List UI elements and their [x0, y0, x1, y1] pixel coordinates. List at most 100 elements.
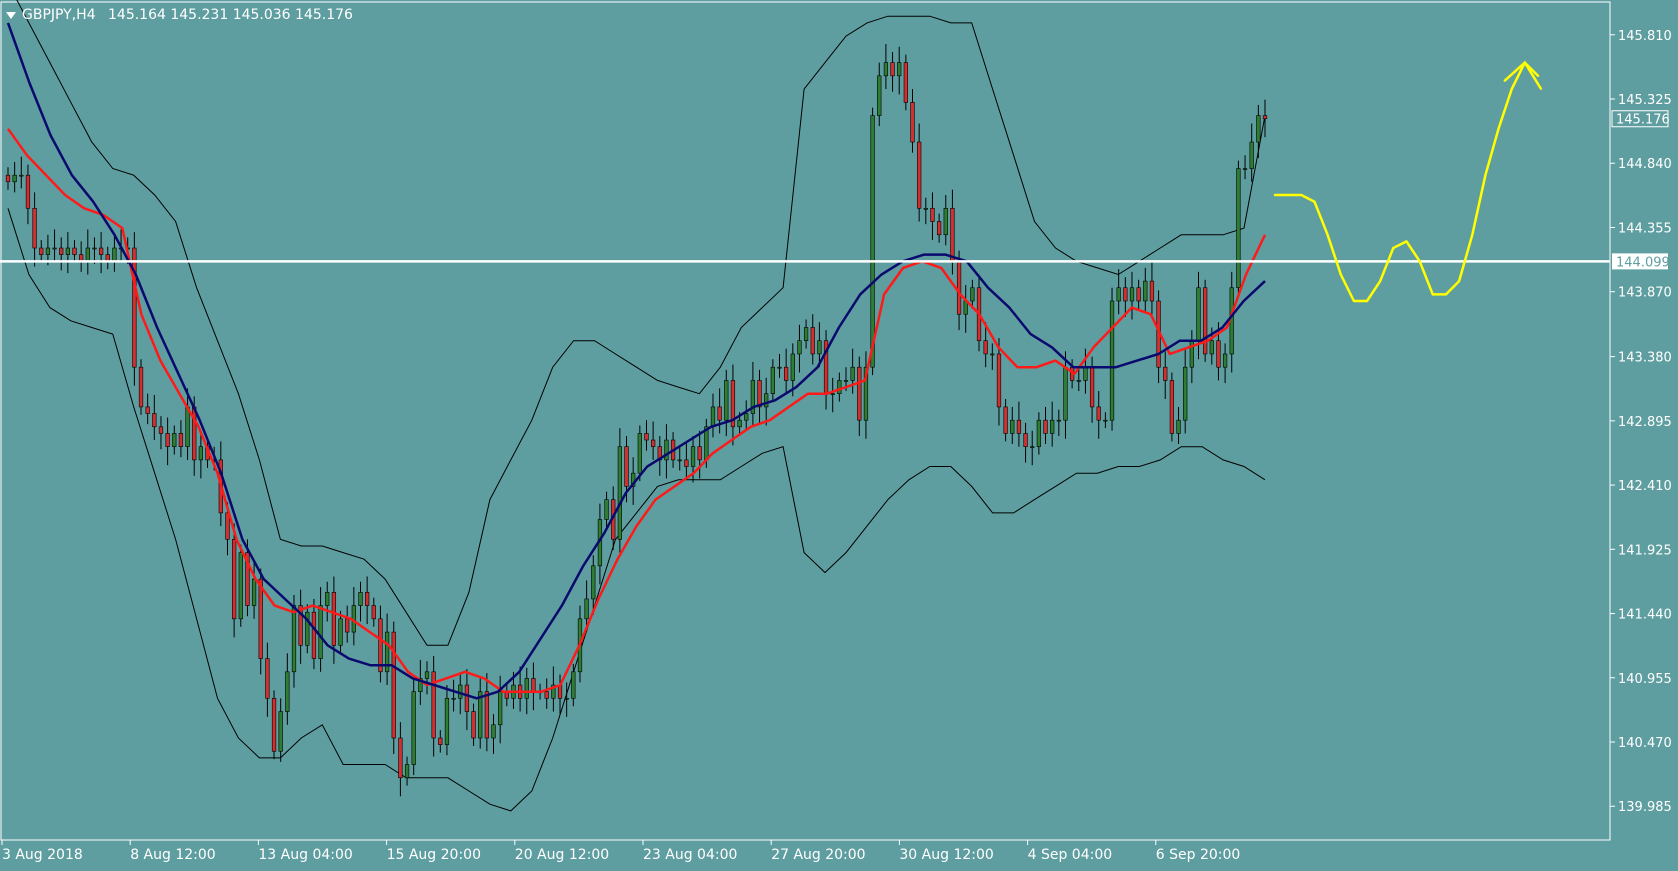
- candle: [1129, 271, 1135, 320]
- candle: [145, 393, 150, 425]
- candle-body: [564, 697, 569, 700]
- candle: [65, 232, 70, 274]
- y-tick-label: 141.440: [1618, 608, 1672, 623]
- candle-body: [644, 433, 649, 441]
- candle: [943, 195, 948, 246]
- symbol-label: GBPJPY,H4: [22, 7, 96, 23]
- candle-body: [491, 724, 496, 739]
- candle-body: [398, 737, 403, 779]
- candle-body: [391, 631, 396, 739]
- candle-body: [770, 366, 775, 394]
- candle-body: [890, 62, 895, 77]
- last-price-label: 145.176: [1616, 113, 1670, 128]
- candle-body: [1262, 115, 1268, 120]
- candle: [724, 369, 729, 437]
- y-tick-label: 145.810: [1618, 29, 1672, 44]
- candle-body: [418, 678, 423, 692]
- candle-body: [45, 247, 51, 255]
- candle-body: [132, 247, 137, 368]
- candle-body: [138, 366, 144, 408]
- candle-body: [757, 380, 762, 408]
- candle-body: [471, 711, 476, 739]
- candle-body: [225, 512, 230, 540]
- symbol-menu-triangle-icon[interactable]: [6, 12, 16, 19]
- candle-body: [98, 247, 104, 255]
- last-price-box: [1611, 110, 1669, 128]
- candle-body: [1129, 287, 1135, 302]
- candle: [784, 348, 789, 394]
- candle: [444, 685, 450, 756]
- candle-body: [331, 592, 337, 646]
- candle: [384, 613, 390, 686]
- candle: [98, 232, 104, 274]
- candle-body: [338, 618, 343, 646]
- candle: [371, 597, 376, 627]
- candle-body: [25, 174, 31, 209]
- candle: [617, 428, 623, 553]
- candle: [1262, 99, 1268, 138]
- candle: [464, 669, 470, 731]
- candle-body: [1209, 340, 1214, 355]
- candle: [564, 682, 569, 717]
- candle: [684, 441, 689, 480]
- x-tick-label: 23 Aug 04:00: [643, 847, 737, 863]
- candle-body: [936, 221, 942, 236]
- candle: [325, 581, 330, 622]
- x-tick-label: 27 Aug 20:00: [771, 847, 865, 863]
- candle-body: [404, 764, 410, 779]
- candle-body: [185, 406, 190, 447]
- candle-body: [478, 691, 483, 739]
- candle-body: [298, 605, 303, 646]
- candle: [571, 663, 576, 707]
- candle: [424, 661, 430, 695]
- bollinger-lower-line: [7, 208, 1266, 812]
- candle-body: [59, 247, 64, 255]
- fast-ma-line: [6, 128, 1267, 693]
- candle-body: [285, 671, 290, 712]
- candle: [917, 123, 922, 222]
- candle: [291, 594, 297, 688]
- horizontal-line-layer: 144.099 145.176: [0, 110, 1670, 270]
- candle-body: [1136, 287, 1141, 302]
- candle-body: [52, 247, 57, 250]
- candle-body: [897, 62, 902, 77]
- candle-body: [1256, 115, 1261, 143]
- candle-body: [764, 393, 769, 408]
- candle-body: [784, 366, 789, 381]
- candle-body: [850, 366, 855, 381]
- candle-body: [1003, 406, 1008, 434]
- candle: [231, 523, 237, 638]
- candle-body: [1089, 366, 1095, 408]
- candle-body: [930, 207, 935, 222]
- candle: [883, 44, 889, 90]
- candle: [1109, 287, 1115, 431]
- candle-body: [737, 419, 742, 428]
- candle: [1222, 343, 1228, 384]
- candle: [717, 388, 722, 434]
- candle: [178, 420, 184, 458]
- candle-body: [923, 207, 928, 210]
- candle: [311, 598, 317, 670]
- candle: [637, 425, 642, 482]
- candle-body: [1030, 446, 1035, 448]
- candle-body: [730, 380, 736, 428]
- candle: [1183, 348, 1188, 434]
- candle-body: [1036, 419, 1042, 447]
- candle-body: [245, 552, 250, 606]
- candle: [790, 343, 795, 397]
- candle-body: [258, 578, 263, 659]
- bollinger-bands: [7, 0, 1266, 812]
- ohlc-readout: 145.164 145.231 145.036 145.176: [108, 7, 353, 23]
- candle: [750, 361, 756, 427]
- candle-body: [1096, 406, 1101, 421]
- candle: [551, 666, 556, 712]
- candle: [1096, 391, 1101, 439]
- candle: [39, 240, 44, 263]
- y-tick-label: 142.410: [1618, 479, 1672, 494]
- candle: [870, 107, 875, 376]
- candle: [777, 353, 782, 378]
- candle-body: [1116, 287, 1121, 302]
- candle-body: [1103, 419, 1108, 422]
